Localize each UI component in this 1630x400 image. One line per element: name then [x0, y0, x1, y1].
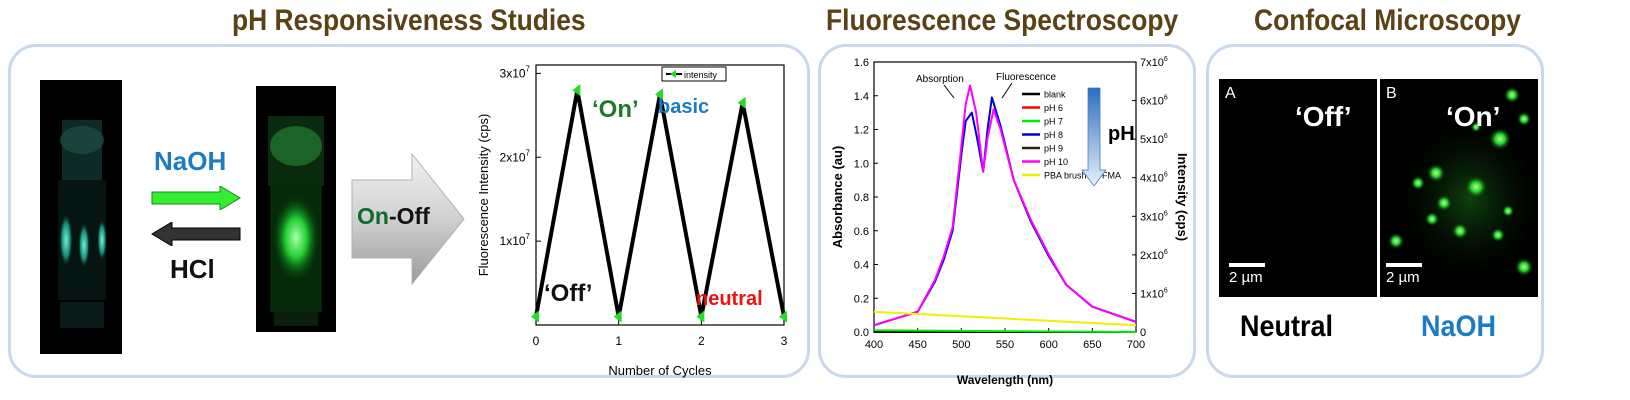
- cycle-legend-label: intensity: [684, 70, 718, 80]
- scale-label-b: 2 µm: [1386, 269, 1420, 286]
- cycle-y-tick-label: 2x107: [500, 148, 531, 164]
- cycle-x-tick-label: 0: [533, 334, 540, 348]
- confocal-a-state: ‘Off’: [1295, 101, 1352, 132]
- spectra-right-y-tick-label: 1x106: [1140, 287, 1168, 300]
- spectra-x-tick-label: 550: [996, 339, 1014, 351]
- spectra-left-y-tick-label: 1.4: [854, 91, 869, 103]
- confocal-caption-naoh: NaOH: [1421, 310, 1497, 343]
- spectra-legend: blank pH 6 pH 7 pH 8 pH 9 pH 10 PBA brush-no F…: [1022, 90, 1121, 181]
- spectra-legend-label: pH 8: [1044, 130, 1063, 140]
- spectra-left-y-tick-label: 1.0: [854, 158, 869, 170]
- spectra-left-y-tick-label: 1.6: [854, 57, 869, 69]
- scale-bar-a: [1229, 263, 1265, 267]
- cycle-data-point: [696, 310, 705, 323]
- reverse-arrow-icon: [151, 222, 241, 246]
- cycle-y-axis-label: Fluorescence Intensity (cps): [476, 114, 491, 277]
- spectra-left-y-tick-label: 0.0: [854, 327, 869, 339]
- cycle-data-point: [779, 310, 787, 323]
- cycle-chart-frame: [535, 64, 785, 326]
- absorption-annotation: Absorption: [916, 74, 964, 85]
- spectra-x-tick-label: 400: [865, 339, 883, 351]
- fluorescence-section-title: Fluorescence Spectroscopy: [826, 4, 1179, 37]
- confocal-image-a: A ‘Off’ 2 µm: [1219, 79, 1377, 297]
- on-word: On: [357, 203, 389, 229]
- cycle-data-point: [737, 96, 746, 109]
- confocal-b-state: ‘On’: [1446, 101, 1501, 132]
- spectra-x-tick-label: 700: [1127, 339, 1145, 351]
- spectra-series-line: [873, 84, 1137, 327]
- spectra-x-tick-label: 450: [908, 339, 926, 351]
- cycle-data-point: [613, 310, 622, 323]
- confocal-caption-neutral: Neutral: [1240, 310, 1334, 343]
- cycle-data-point: [572, 84, 581, 97]
- spectra-right-y-tick-label: 0: [1140, 327, 1146, 339]
- spectra-legend-label: pH 9: [1044, 144, 1063, 154]
- spectra-x-tick-label: 500: [952, 339, 970, 351]
- forward-arrow-icon: [151, 186, 241, 210]
- spectra-x-tick-label: 600: [1039, 339, 1057, 351]
- spectra-series-line: [873, 310, 1137, 327]
- spectra-right-y-tick-label: 7x106: [1140, 56, 1168, 69]
- spectra-legend-label: PBA brush-no FMA: [1044, 171, 1121, 181]
- vial-photo-on: [256, 86, 336, 332]
- spectra-legend-label: pH 7: [1044, 117, 1063, 127]
- cycle-x-tick-label: 1: [615, 334, 622, 348]
- cycle-chart: 0 1 2 3 1x107 2x107 3x107 intensity Fluorescen…: [476, 64, 788, 378]
- cycle-x-axis-label: Number of Cycles: [608, 363, 712, 378]
- on-off-arrow-icon: [351, 152, 465, 286]
- ph-annotation: pH: [1108, 123, 1135, 145]
- spectra-x-tick-label: 650: [1083, 339, 1101, 351]
- vial-photo-off: [40, 80, 122, 354]
- vial-on-image: [268, 116, 324, 326]
- spectra-right-y-tick-label: 3x106: [1140, 210, 1168, 223]
- spectra-right-y-axis-label: Intensity (cps): [1175, 153, 1190, 241]
- confocal-section-title: Confocal Microscopy: [1254, 4, 1521, 37]
- scale-bar-b: [1386, 263, 1422, 267]
- spectra-left-y-tick-label: 0.2: [854, 293, 869, 305]
- spectra-legend-label: blank: [1044, 90, 1066, 100]
- spectra-left-y-tick-label: 0.6: [854, 226, 869, 238]
- confocal-a-letter: A: [1225, 85, 1236, 102]
- spectra-legend-label: pH 10: [1044, 157, 1068, 167]
- cycle-legend-marker: [670, 70, 676, 78]
- off-word: -Off: [388, 203, 430, 229]
- cycle-y-tick-label: 1x107: [500, 232, 531, 248]
- fluorescent-particles: [1388, 87, 1538, 289]
- spectra-legend-label: pH 6: [1044, 103, 1063, 113]
- spectra-left-y-axis-label: Absorbance (au): [830, 146, 845, 249]
- spectra-left-y-tick-label: 0.4: [854, 260, 869, 272]
- cycle-x-tick-label: 2: [698, 334, 705, 348]
- ph-gradient-arrow-icon: [1081, 87, 1107, 187]
- hcl-label: HCl: [170, 254, 215, 284]
- basic-annotation: basic: [658, 96, 709, 118]
- on-off-label: On-Off: [357, 203, 430, 230]
- on-annotation: ‘On’: [592, 96, 639, 123]
- spectra-chart: 400 450 500 550 600 650 700 0.0 0.2 0.4 0.6 0.8 1.0 1…: [830, 56, 1190, 387]
- spectra-right-y-tick-label: 5x106: [1140, 133, 1168, 146]
- fluorescence-pointer: [1001, 82, 1013, 99]
- cycle-y-tick-label: 3x107: [500, 64, 531, 80]
- off-annotation: ‘Off’: [544, 280, 592, 307]
- spectra-series-line: [873, 329, 1137, 333]
- scale-label-a: 2 µm: [1229, 269, 1263, 286]
- confocal-b-letter: B: [1386, 85, 1397, 102]
- spectra-right-y-tick-label: 6x106: [1140, 95, 1168, 108]
- cycle-legend-box: [661, 66, 727, 82]
- cycle-x-tick-label: 3: [781, 334, 788, 348]
- cycle-data-point: [655, 88, 663, 101]
- absorption-pointer: [943, 84, 955, 99]
- spectra-left-y-tick-label: 1.2: [854, 125, 869, 137]
- spectra-right-y-tick-label: 2x106: [1140, 249, 1168, 262]
- fluorescence-annotation: Fluorescence: [996, 72, 1056, 83]
- spectra-left-y-tick-label: 0.8: [854, 192, 869, 204]
- cycle-data-point: [531, 310, 539, 323]
- ph-section-title: pH Responsiveness Studies: [232, 4, 586, 37]
- confocal-image-b: B ‘On’ 2 µm: [1380, 79, 1538, 297]
- neutral-annotation: neutral: [696, 288, 763, 310]
- vial-off-image: [58, 120, 107, 328]
- spectra-x-axis-label: Wavelength (nm): [957, 373, 1053, 387]
- spectra-right-y-tick-label: 4x106: [1140, 172, 1168, 185]
- naoh-label: NaOH: [154, 146, 227, 176]
